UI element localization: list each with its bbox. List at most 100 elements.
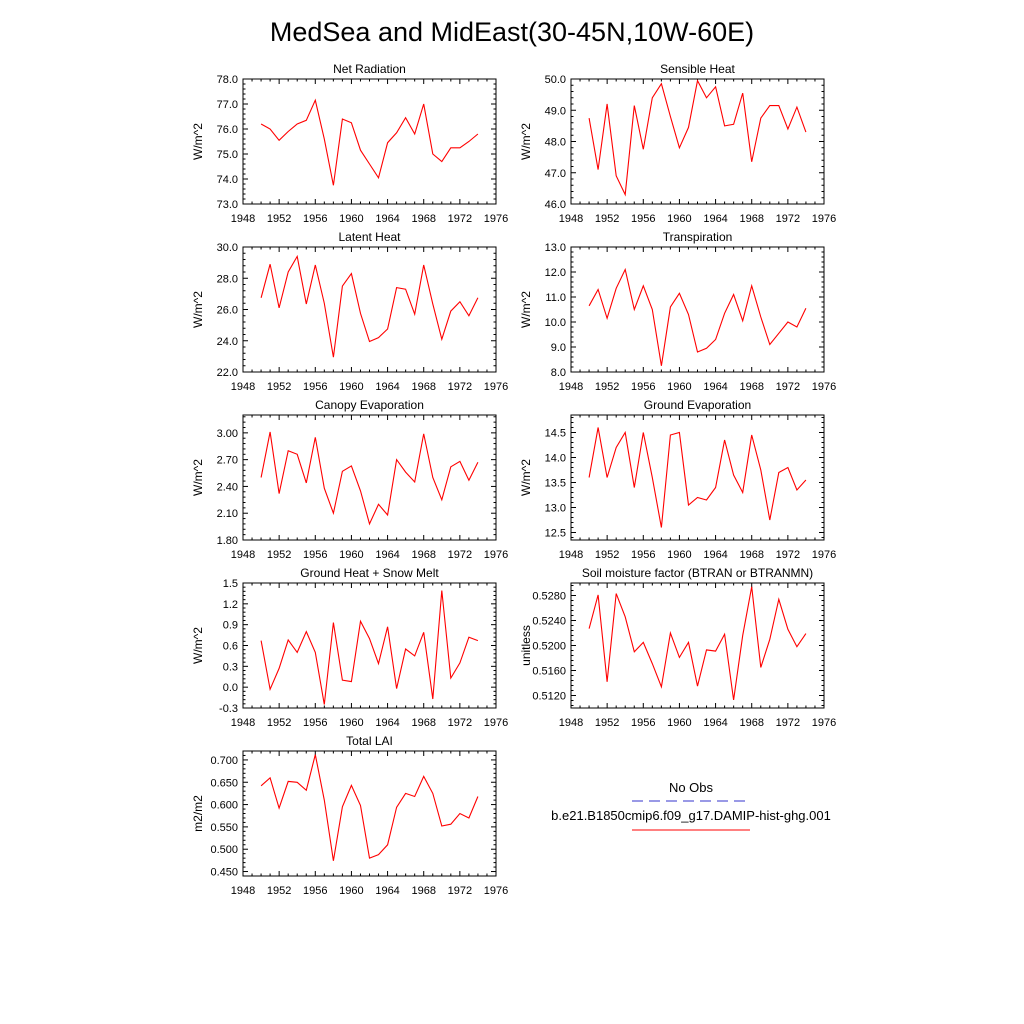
- series-line: [260, 431, 479, 526]
- y-tick-label: 74.0: [217, 174, 238, 186]
- x-tick-label: 1956: [303, 549, 327, 561]
- y-tick-label: 0.5200: [532, 641, 566, 653]
- x-tick-label: 1968: [739, 381, 763, 393]
- series-line: [588, 267, 807, 366]
- y-tick-label: 0.550: [210, 822, 238, 834]
- plot-frame: [242, 582, 497, 709]
- x-tick-label: 1972: [776, 213, 800, 225]
- y-tick-label: 50.0: [545, 74, 566, 86]
- x-tick-label: 1948: [231, 885, 255, 897]
- y-tick-label: 0.5160: [532, 666, 566, 678]
- figure-title: MedSea and MidEast(30-45N,10W-60E): [270, 17, 754, 47]
- y-axis-label: W/m^2: [191, 291, 205, 328]
- x-tick-label: 1976: [484, 381, 508, 393]
- y-axis-label: W/m^2: [191, 123, 205, 160]
- x-tick-label: 1948: [231, 717, 255, 729]
- x-tick-label: 1956: [303, 381, 327, 393]
- panel-6: Ground Heat + Snow Melt W/m^2 1948 1952 1956…: [191, 566, 508, 729]
- y-tick-label: 49.0: [545, 105, 566, 117]
- y-axis-label: W/m^2: [519, 123, 533, 160]
- x-tick-label: 1964: [703, 549, 727, 561]
- y-tick-label: 0.5120: [532, 691, 566, 703]
- x-tick-label: 1964: [703, 213, 727, 225]
- y-tick-label: 28.0: [217, 273, 238, 285]
- panel-title: Net Radiation: [333, 62, 406, 76]
- y-tick-label: 46.0: [545, 199, 566, 211]
- y-axis-label: W/m^2: [191, 459, 205, 496]
- x-tick-label: 1956: [631, 717, 655, 729]
- series-line: [588, 78, 807, 197]
- x-tick-label: 1972: [448, 381, 472, 393]
- panel-2: Latent Heat W/m^2 1948 1952 1956 1960 1964 1968…: [191, 230, 508, 393]
- y-tick-label: 1.80: [217, 535, 238, 547]
- y-tick-label: 77.0: [217, 99, 238, 111]
- y-tick-label: 0.0: [223, 682, 238, 694]
- x-tick-label: 1948: [231, 549, 255, 561]
- legend-model-label: b.e21.B1850cmip6.f09_g17.DAMIP-hist-ghg.…: [551, 808, 831, 823]
- y-axis-label: W/m^2: [519, 291, 533, 328]
- panel-title: Sensible Heat: [660, 62, 735, 76]
- y-tick-label: 10.0: [545, 317, 566, 329]
- plot-frame: [242, 246, 497, 373]
- x-tick-label: 1964: [703, 381, 727, 393]
- x-tick-label: 1976: [812, 717, 836, 729]
- x-tick-label: 1956: [631, 213, 655, 225]
- x-tick-label: 1960: [339, 213, 363, 225]
- x-tick-label: 1972: [448, 885, 472, 897]
- x-tick-label: 1948: [559, 717, 583, 729]
- y-tick-label: 2.40: [217, 481, 238, 493]
- x-tick-label: 1964: [375, 885, 399, 897]
- x-tick-label: 1952: [267, 717, 291, 729]
- x-tick-label: 1968: [739, 213, 763, 225]
- x-tick-label: 1948: [559, 549, 583, 561]
- x-tick-label: 1952: [267, 213, 291, 225]
- y-tick-label: 11.0: [545, 292, 566, 304]
- x-tick-label: 1960: [339, 549, 363, 561]
- x-tick-label: 1948: [559, 213, 583, 225]
- x-tick-label: 1976: [812, 381, 836, 393]
- x-tick-label: 1956: [631, 381, 655, 393]
- y-tick-label: 75.0: [217, 149, 238, 161]
- x-tick-label: 1968: [739, 549, 763, 561]
- x-tick-label: 1952: [595, 717, 619, 729]
- y-tick-label: 13.0: [545, 503, 566, 515]
- series-line: [260, 590, 479, 705]
- y-tick-label: 0.700: [210, 755, 238, 767]
- x-tick-label: 1976: [812, 213, 836, 225]
- plot-frame: [570, 78, 825, 205]
- panel-8: Total LAI m2/m2 1948 1952 1956 1960 1964 1968 19…: [191, 734, 508, 897]
- x-tick-label: 1972: [776, 717, 800, 729]
- y-tick-label: 26.0: [217, 305, 238, 317]
- x-tick-label: 1960: [667, 213, 691, 225]
- y-tick-label: 30.0: [217, 242, 238, 254]
- y-tick-label: 0.9: [223, 620, 238, 632]
- x-tick-label: 1952: [595, 549, 619, 561]
- x-tick-label: 1948: [559, 381, 583, 393]
- x-tick-label: 1960: [339, 381, 363, 393]
- x-tick-label: 1964: [375, 549, 399, 561]
- x-tick-label: 1952: [595, 381, 619, 393]
- x-tick-label: 1956: [303, 885, 327, 897]
- x-tick-label: 1976: [484, 213, 508, 225]
- series-line: [260, 98, 479, 186]
- y-tick-label: 0.450: [210, 867, 238, 879]
- x-tick-label: 1976: [484, 549, 508, 561]
- plot-frame: [242, 750, 497, 877]
- y-tick-label: 0.3: [223, 661, 238, 673]
- x-tick-label: 1952: [595, 213, 619, 225]
- panel-4: Canopy Evaporation W/m^2 1948 1952 1956 1960 1…: [191, 398, 508, 561]
- x-tick-label: 1948: [231, 213, 255, 225]
- x-tick-label: 1968: [411, 213, 435, 225]
- x-tick-label: 1952: [267, 549, 291, 561]
- y-tick-label: 0.500: [210, 844, 238, 856]
- x-tick-label: 1952: [267, 381, 291, 393]
- y-tick-label: 22.0: [217, 367, 238, 379]
- plot-frame: [242, 414, 497, 541]
- panels: Net Radiation W/m^2 1948 1952 1956 1960 1964 19…: [191, 62, 836, 897]
- x-tick-label: 1972: [776, 549, 800, 561]
- plot-frame: [242, 78, 497, 205]
- y-tick-label: 47.0: [545, 168, 566, 180]
- y-tick-label: 0.650: [210, 777, 238, 789]
- y-tick-label: 2.70: [217, 455, 238, 467]
